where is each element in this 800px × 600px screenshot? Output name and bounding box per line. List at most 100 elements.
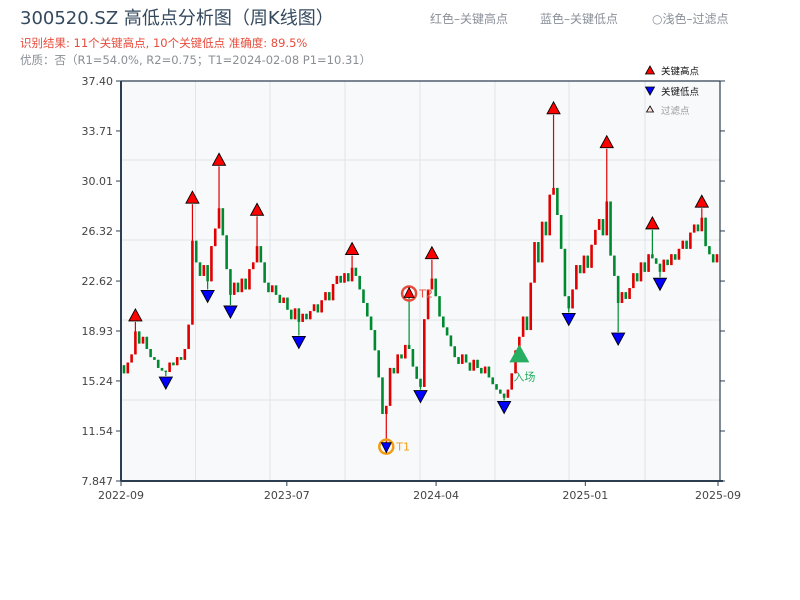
candle-body xyxy=(327,292,331,301)
candle-body xyxy=(423,319,426,387)
candle-body xyxy=(662,259,666,272)
candle-body xyxy=(708,246,711,255)
candle-body xyxy=(403,344,407,359)
candle-body xyxy=(179,357,183,360)
t1-ring xyxy=(378,438,395,455)
candle-body xyxy=(213,228,217,247)
legend-note-high: 红色–关键高点 xyxy=(430,12,509,26)
candle-body xyxy=(442,316,445,328)
candle-body xyxy=(149,348,152,358)
candle-body xyxy=(198,262,202,276)
candle-body xyxy=(134,331,137,355)
candle-body xyxy=(487,366,491,378)
candle-body xyxy=(183,348,187,360)
candle-body xyxy=(632,273,635,289)
candle-body xyxy=(191,240,194,325)
entry-icon xyxy=(509,344,530,363)
candle-body xyxy=(419,378,422,387)
candle-body xyxy=(282,297,285,303)
candle-body xyxy=(525,316,529,331)
key-low-icon xyxy=(158,376,174,391)
candle-body xyxy=(499,389,502,394)
y-tick-label: 11.54 xyxy=(82,425,114,438)
key-low-icon xyxy=(200,289,215,304)
candle-body xyxy=(639,262,643,282)
key-low-icon xyxy=(380,442,392,454)
candle-body xyxy=(392,367,396,374)
legend-filtered-icon xyxy=(645,105,655,113)
candle-body xyxy=(278,294,282,303)
candle-body xyxy=(362,289,365,303)
candle-body xyxy=(130,354,133,363)
key-high-icon xyxy=(344,241,360,256)
candle-body xyxy=(556,187,559,215)
candle-body xyxy=(449,335,453,347)
candle-body xyxy=(537,242,540,263)
candle-body xyxy=(502,393,506,398)
candle-body xyxy=(187,324,190,349)
candle-body xyxy=(217,208,221,229)
page-title: 300520.SZ 高低点分析图（周K线图） xyxy=(20,8,334,29)
candle-body xyxy=(244,278,247,290)
key-low-icon xyxy=(561,312,577,327)
candle-body xyxy=(563,248,567,297)
candle-body xyxy=(692,224,696,233)
candle-body xyxy=(594,229,597,245)
x-tick-label: 2023-07 xyxy=(264,489,310,502)
y-tick-label: 26.32 xyxy=(82,225,114,238)
candle-body xyxy=(578,265,582,274)
candle-body xyxy=(533,242,536,283)
entry-label: 入场 xyxy=(513,369,535,383)
candle-body xyxy=(126,362,130,374)
candle-body xyxy=(495,384,498,390)
candle-body xyxy=(240,278,244,293)
candle-body xyxy=(259,246,263,263)
candle-body xyxy=(658,263,662,272)
candle-body xyxy=(286,297,289,310)
candle-body xyxy=(164,370,168,373)
candle-body xyxy=(571,289,574,309)
candle-body xyxy=(324,292,327,301)
candle-body xyxy=(153,357,156,360)
candle-body xyxy=(248,269,251,290)
key-low-icon xyxy=(610,332,626,347)
y-tick-label: 37.40 xyxy=(82,75,114,88)
candle-body xyxy=(194,240,198,263)
y-tick-label: 18.93 xyxy=(82,325,114,338)
x-tick-label: 2022-09 xyxy=(98,489,144,502)
candle-body xyxy=(476,359,479,368)
candle-body xyxy=(685,240,688,249)
legend-low-label: 关键低点 xyxy=(661,86,700,98)
candle-body xyxy=(673,254,677,260)
candle-body xyxy=(365,302,369,317)
candle-body xyxy=(711,254,715,263)
candle-body xyxy=(175,357,179,366)
candle-body xyxy=(689,232,692,249)
candle-body xyxy=(301,313,304,322)
key-high-icon xyxy=(694,194,710,208)
candle-body xyxy=(597,219,601,230)
candle-body xyxy=(700,217,704,232)
candle-body xyxy=(297,308,301,322)
key-low-icon xyxy=(413,390,428,404)
candle-body xyxy=(468,362,472,371)
key-high-icon xyxy=(403,286,415,298)
candle-body xyxy=(335,275,339,285)
t1-label: T1 xyxy=(395,441,410,454)
candle-body xyxy=(601,219,605,236)
x-tick-label: 2025-01 xyxy=(562,489,608,502)
candle-body xyxy=(172,362,175,366)
key-high-icon xyxy=(185,190,200,204)
candle-body xyxy=(491,377,495,385)
key-high-icon xyxy=(211,152,227,166)
candle-body xyxy=(696,224,700,232)
candle-body xyxy=(582,255,586,274)
candle-body xyxy=(168,362,171,373)
candle-body xyxy=(206,265,209,282)
candle-body xyxy=(548,194,552,236)
candle-body xyxy=(388,367,392,406)
candle-body xyxy=(270,285,274,293)
candle-body xyxy=(384,405,388,414)
key-high-icon xyxy=(128,307,143,322)
